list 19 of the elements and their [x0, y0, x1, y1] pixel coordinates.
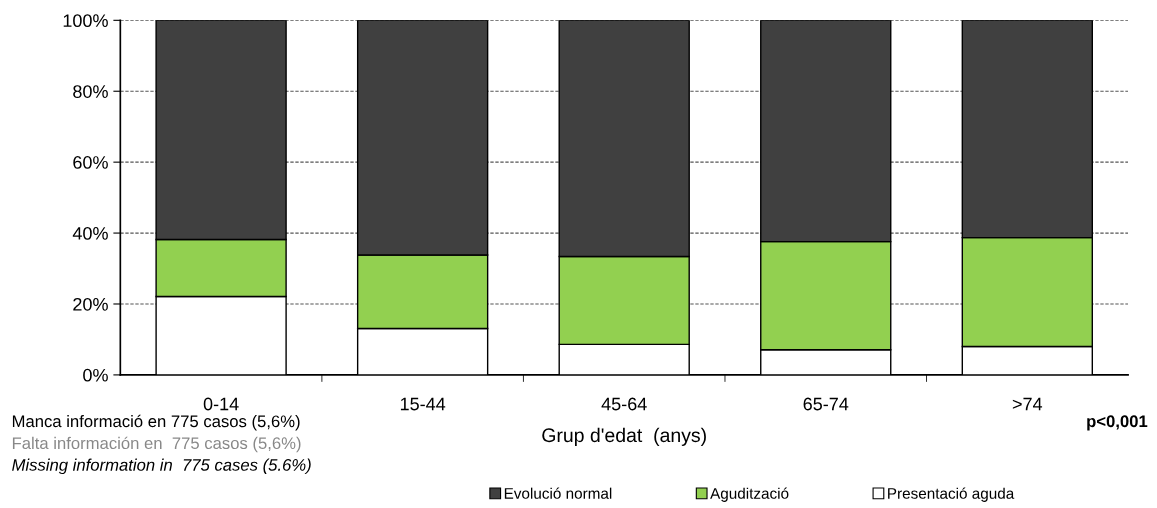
text: Falta información en 775 casos (5,6%): [12, 436, 301, 453]
y-tick-label: 80%: [73, 85, 108, 98]
legend-label: Agudització: [710, 487, 789, 502]
x-tick-label: 15-44: [400, 397, 446, 411]
y-tick-label: 40%: [72, 227, 108, 240]
x-tick-label: >74: [1012, 397, 1043, 411]
legend-label: Evolució normal: [504, 487, 612, 499]
x-tick-label: 65-74: [803, 397, 849, 411]
text: p<0,001: [1087, 415, 1148, 431]
y-tick-label: 100%: [63, 14, 108, 28]
x-tick-label: 45-64: [601, 397, 647, 411]
legend-label: Presentació aguda: [888, 487, 1015, 502]
text: Missing information in 775 cases (5.6%): [12, 458, 311, 475]
y-tick-label: 0%: [83, 368, 108, 382]
text: Manca informació en 775 casos (5,6%): [12, 414, 300, 431]
y-tick-label: 60%: [73, 156, 108, 169]
x-axis-title: Grup d'edat (anys): [542, 427, 706, 446]
y-tick-label: 20%: [73, 297, 108, 311]
x-tick-label: 0-14: [203, 397, 239, 411]
